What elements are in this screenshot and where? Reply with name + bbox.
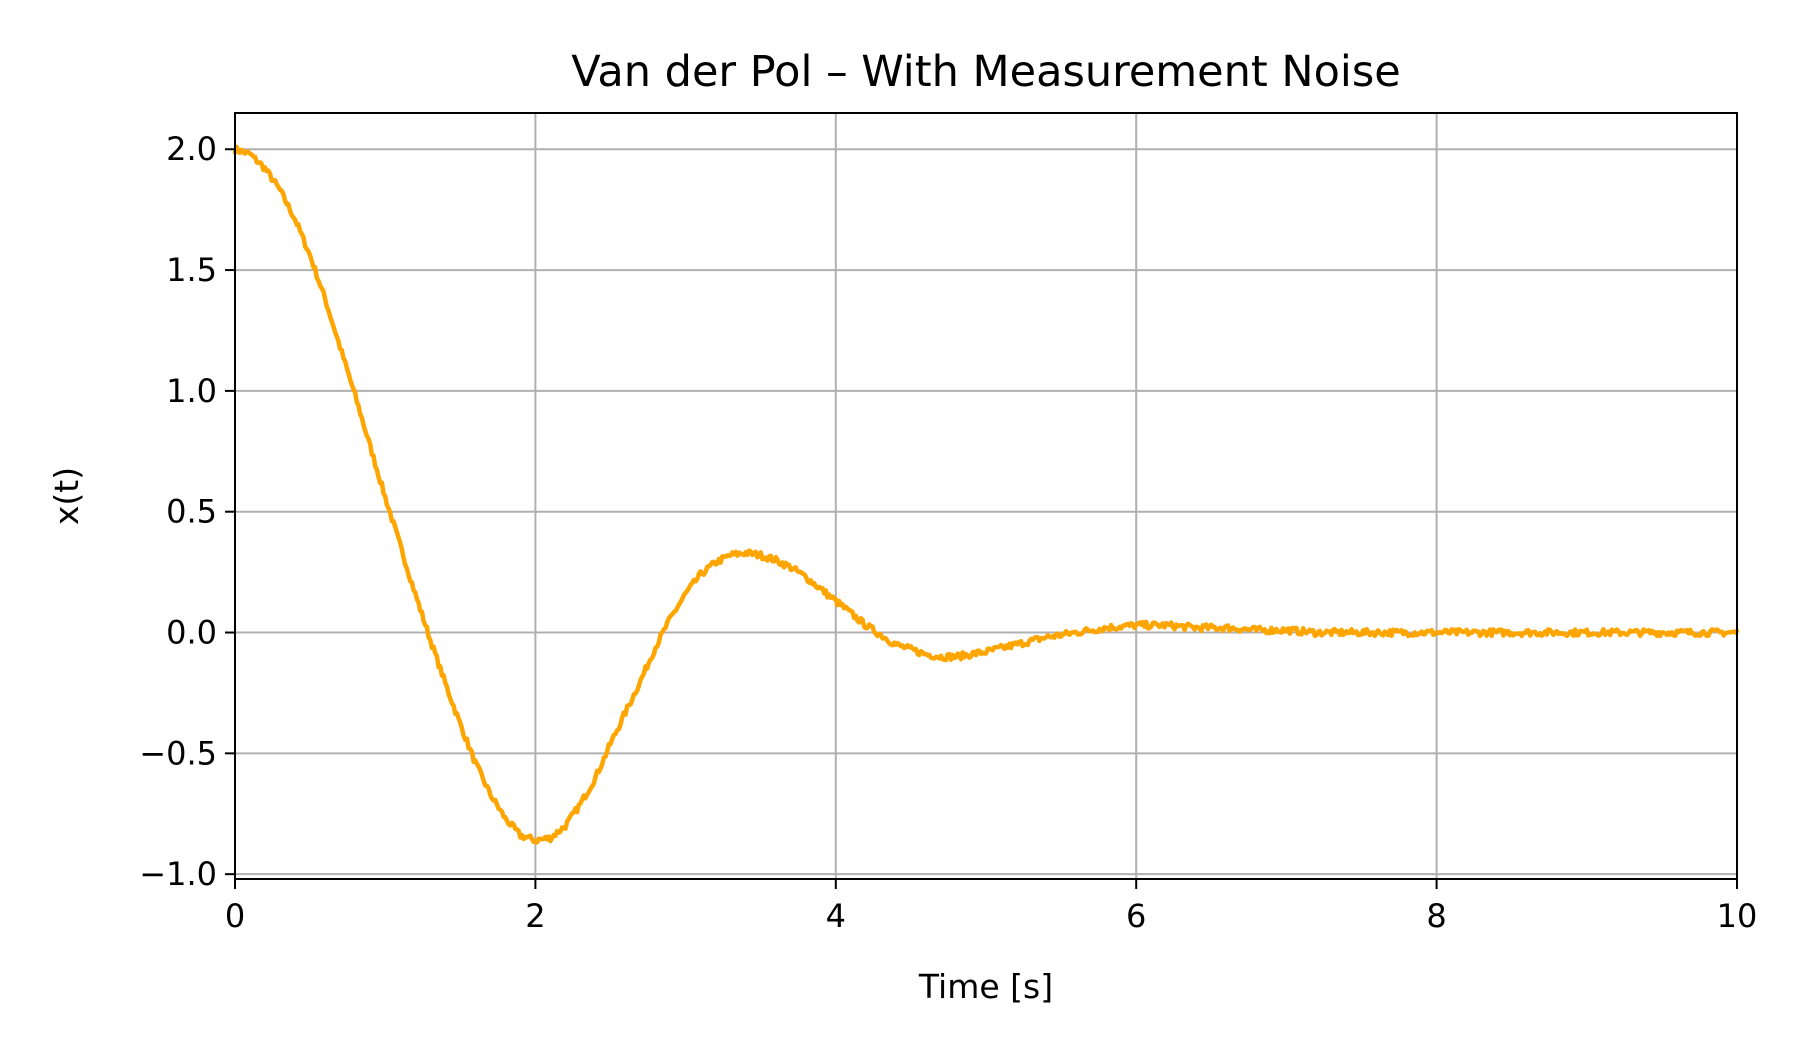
y-tick-label: 1.0 — [166, 372, 217, 410]
chart-title: Van der Pol – With Measurement Noise — [571, 47, 1400, 97]
y-axis-label: x(t) — [47, 467, 86, 525]
x-tick-label: 10 — [1717, 897, 1758, 935]
y-tick-label: −0.5 — [139, 734, 217, 772]
y-tick-label: 2.0 — [166, 130, 217, 168]
y-tick-label: 1.5 — [166, 251, 217, 289]
x-ticks: 0 2 4 6 8 10 — [225, 879, 1758, 935]
x-tick-label: 6 — [1126, 897, 1146, 935]
x-tick-label: 2 — [525, 897, 545, 935]
x-axis-label: Time [s] — [918, 967, 1053, 1006]
y-tick-label: 0.5 — [166, 493, 217, 531]
x-tick-label: 8 — [1426, 897, 1446, 935]
series-line — [232, 144, 1740, 845]
plot-frame — [234, 112, 1738, 880]
x-tick-label: 4 — [826, 897, 846, 935]
y-tick-label: −1.0 — [139, 855, 217, 893]
series-layer — [232, 144, 1740, 845]
x-tick-label: 0 — [225, 897, 245, 935]
y-tick-label: 0.0 — [166, 614, 217, 652]
y-ticks: −1.0 −0.5 0.0 0.5 1.0 1.5 2.0 — [139, 130, 235, 893]
